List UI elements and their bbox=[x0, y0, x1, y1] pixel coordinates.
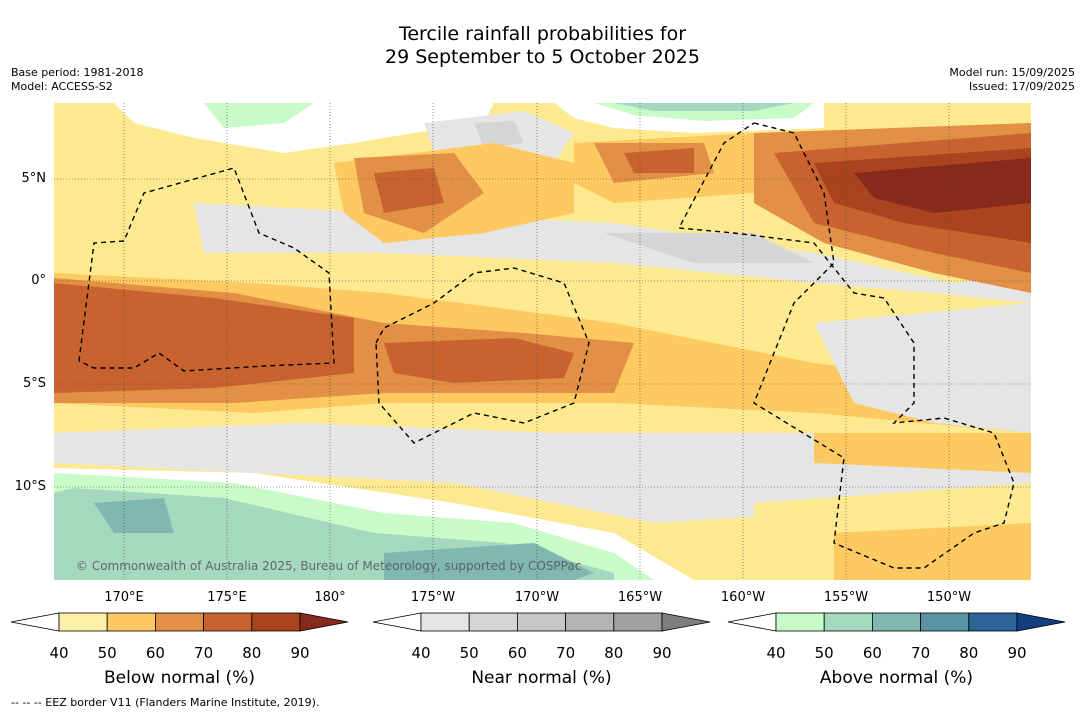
eez-border-centre bbox=[375, 267, 590, 444]
rainfall-probability-map bbox=[54, 103, 1031, 580]
copyright-text: © Commonwealth of Australia 2025, Bureau… bbox=[76, 559, 582, 573]
region-below-south-70b bbox=[384, 338, 574, 383]
colorbar-0-swatch bbox=[106, 612, 156, 632]
colorbar-above-normal bbox=[727, 612, 1066, 632]
lat-label-10s: 10°S bbox=[14, 479, 46, 494]
colorbar-2-extend-low bbox=[727, 612, 777, 632]
colorbar-1-swatch bbox=[613, 612, 663, 632]
colorbar-tick-label: 50 bbox=[459, 644, 479, 662]
colorbar-tick-label: 50 bbox=[97, 644, 117, 662]
colorbar-title-near: Near normal (%) bbox=[471, 668, 612, 688]
lon-label-170e: 170°E bbox=[104, 590, 144, 605]
region-below-ne-70 bbox=[624, 148, 694, 173]
colorbars bbox=[10, 612, 1066, 632]
region-below-east-90 bbox=[854, 158, 1031, 213]
colorbar-1-extend-high bbox=[661, 612, 711, 632]
colorbar-tick-label: 60 bbox=[862, 644, 882, 662]
region-near-north-2 bbox=[474, 121, 524, 148]
region-above-north-1 bbox=[204, 103, 314, 128]
lon-label-175e: 175°E bbox=[207, 590, 247, 605]
colorbar-1-swatch bbox=[517, 612, 567, 632]
eez-borders bbox=[78, 122, 1015, 569]
colorbar-tick-label: 90 bbox=[652, 644, 672, 662]
title-line-2: 29 September to 5 October 2025 bbox=[385, 46, 700, 68]
region-near-south bbox=[54, 423, 1031, 523]
lat-label-5s: 5°S bbox=[22, 376, 46, 391]
colorbar-1-swatch bbox=[565, 612, 615, 632]
lon-label-175w: 175°W bbox=[410, 590, 456, 605]
lon-label-170w: 170°W bbox=[514, 590, 560, 605]
colorbar-tick-label: 70 bbox=[556, 644, 576, 662]
eez-border-east bbox=[677, 122, 1015, 569]
region-above-north-3 bbox=[614, 103, 794, 111]
colorbar-tick-label: 60 bbox=[145, 644, 165, 662]
region-near-equator-2 bbox=[604, 233, 814, 263]
lat-label-5n: 5°N bbox=[21, 171, 47, 186]
lon-label-150w: 150°W bbox=[926, 590, 972, 605]
region-above-south-70 bbox=[94, 498, 174, 533]
region-near-east bbox=[814, 303, 1031, 433]
colorbar-near-normal bbox=[372, 612, 711, 632]
issued-date: Issued: 17/09/2025 bbox=[968, 80, 1075, 93]
lon-label-155w: 155°W bbox=[823, 590, 869, 605]
colorbar-tick-label: 40 bbox=[49, 644, 69, 662]
colorbar-tick-label: 70 bbox=[911, 644, 931, 662]
meta-right: Model run: 15/09/2025 Issued: 17/09/2025 bbox=[949, 66, 1075, 94]
colorbar-tick-label: 90 bbox=[290, 644, 310, 662]
colorbar-title-below: Below normal (%) bbox=[104, 668, 255, 688]
eez-footnote: -- -- -- EEZ border V11 (Flanders Marine… bbox=[11, 696, 320, 709]
colorbar-2-swatch bbox=[823, 612, 873, 632]
colorbar-2-extend-high bbox=[1016, 612, 1066, 632]
region-above-south-70b bbox=[384, 543, 594, 580]
colorbar-tick-label: 90 bbox=[1007, 644, 1027, 662]
graticule bbox=[54, 103, 1031, 580]
colorbar-tick-label: 80 bbox=[604, 644, 624, 662]
colorbar-tick-label: 40 bbox=[411, 644, 431, 662]
colorbar-tick-label: 60 bbox=[507, 644, 527, 662]
region-white-north bbox=[114, 103, 494, 153]
colorbar-tick-label: 50 bbox=[814, 644, 834, 662]
model-run: Model run: 15/09/2025 bbox=[949, 66, 1075, 79]
region-below-se-band bbox=[814, 433, 1031, 473]
colorbar-tick-label: 40 bbox=[766, 644, 786, 662]
meta-left: Base period: 1981-2018 Model: ACCESS-S2 bbox=[11, 66, 143, 94]
colorbar-2-swatch bbox=[920, 612, 970, 632]
colorbar-1-swatch bbox=[420, 612, 470, 632]
colorbar-tick-label: 80 bbox=[242, 644, 262, 662]
lat-label-0: 0° bbox=[31, 273, 46, 288]
colorbar-1-swatch bbox=[468, 612, 518, 632]
colorbar-2-swatch bbox=[968, 612, 1018, 632]
lon-label-160w: 160°W bbox=[720, 590, 766, 605]
colorbar-below-normal bbox=[10, 612, 349, 632]
colorbar-tick-label: 80 bbox=[959, 644, 979, 662]
colorbar-2-swatch bbox=[775, 612, 825, 632]
region-below-se-50 bbox=[834, 523, 1031, 580]
lon-label-180: 180° bbox=[314, 590, 346, 605]
colorbar-0-swatch bbox=[251, 612, 301, 632]
colorbar-0-swatch bbox=[58, 612, 108, 632]
colorbar-0-swatch bbox=[203, 612, 253, 632]
model-name: Model: ACCESS-S2 bbox=[11, 80, 113, 93]
colorbar-0-swatch bbox=[154, 612, 204, 632]
colorbar-tick-label: 70 bbox=[194, 644, 214, 662]
colorbar-1-extend-low bbox=[372, 612, 422, 632]
title-line-1: Tercile rainfall probabilities for bbox=[398, 23, 687, 45]
lon-label-165w: 165°W bbox=[617, 590, 663, 605]
colorbar-2-swatch bbox=[872, 612, 922, 632]
colorbar-0-extend-high bbox=[299, 612, 349, 632]
region-below-south-70 bbox=[54, 283, 354, 393]
colorbar-0-extend-low bbox=[10, 612, 60, 632]
colorbar-title-above: Above normal (%) bbox=[819, 668, 974, 688]
eez-border-west bbox=[78, 167, 335, 372]
base-period: Base period: 1981-2018 bbox=[11, 66, 144, 79]
